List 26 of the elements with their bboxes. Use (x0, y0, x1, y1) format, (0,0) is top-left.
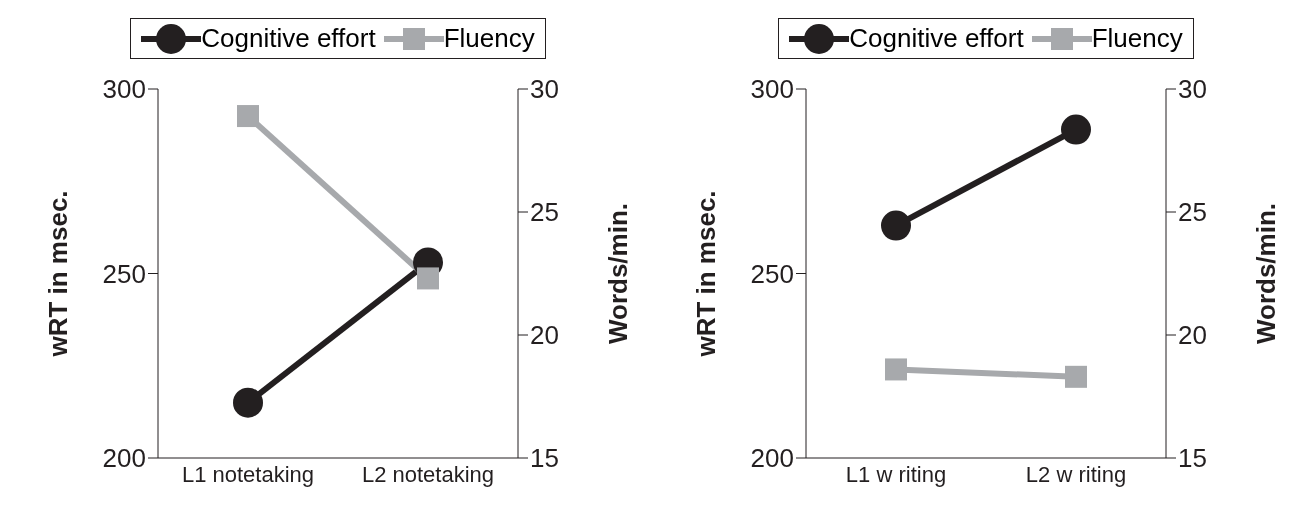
y2-tick-label: 15 (1178, 443, 1207, 474)
y2-tick-label: 15 (530, 443, 559, 474)
y-tick-label: 200 (102, 443, 146, 474)
x-tick-label: L1 w riting (845, 461, 947, 487)
x-tick-label: L2 notetaking (361, 461, 495, 487)
y2-tick-label: 30 (530, 74, 559, 105)
x-tick-label: L2 w riting (1025, 461, 1127, 487)
y-axis-title: wRT in msec. (691, 190, 722, 358)
legend-label: Fluency (443, 23, 535, 54)
y2-tick-label: 20 (1178, 320, 1207, 351)
y-axis-title: wRT in msec. (43, 190, 74, 358)
y2-tick-label: 30 (1178, 74, 1207, 105)
legend-label: Cognitive effort (201, 23, 376, 54)
legend-label: Fluency (1091, 23, 1183, 54)
y-tick-label: 250 (750, 258, 794, 289)
y2-tick-label: 20 (530, 320, 559, 351)
x-tick-label: L1 notetaking (181, 461, 315, 487)
y-tick-label: 250 (102, 258, 146, 289)
y-tick-label: 200 (750, 443, 794, 474)
y2-tick-label: 25 (1178, 197, 1207, 228)
y2-tick-label: 25 (530, 197, 559, 228)
y-tick-label: 300 (750, 74, 794, 105)
legend-label: Cognitive effort (849, 23, 1024, 54)
y-tick-label: 300 (102, 74, 146, 105)
y2-axis-title: Words/min. (1251, 202, 1282, 345)
y2-axis-title: Words/min. (603, 202, 634, 345)
